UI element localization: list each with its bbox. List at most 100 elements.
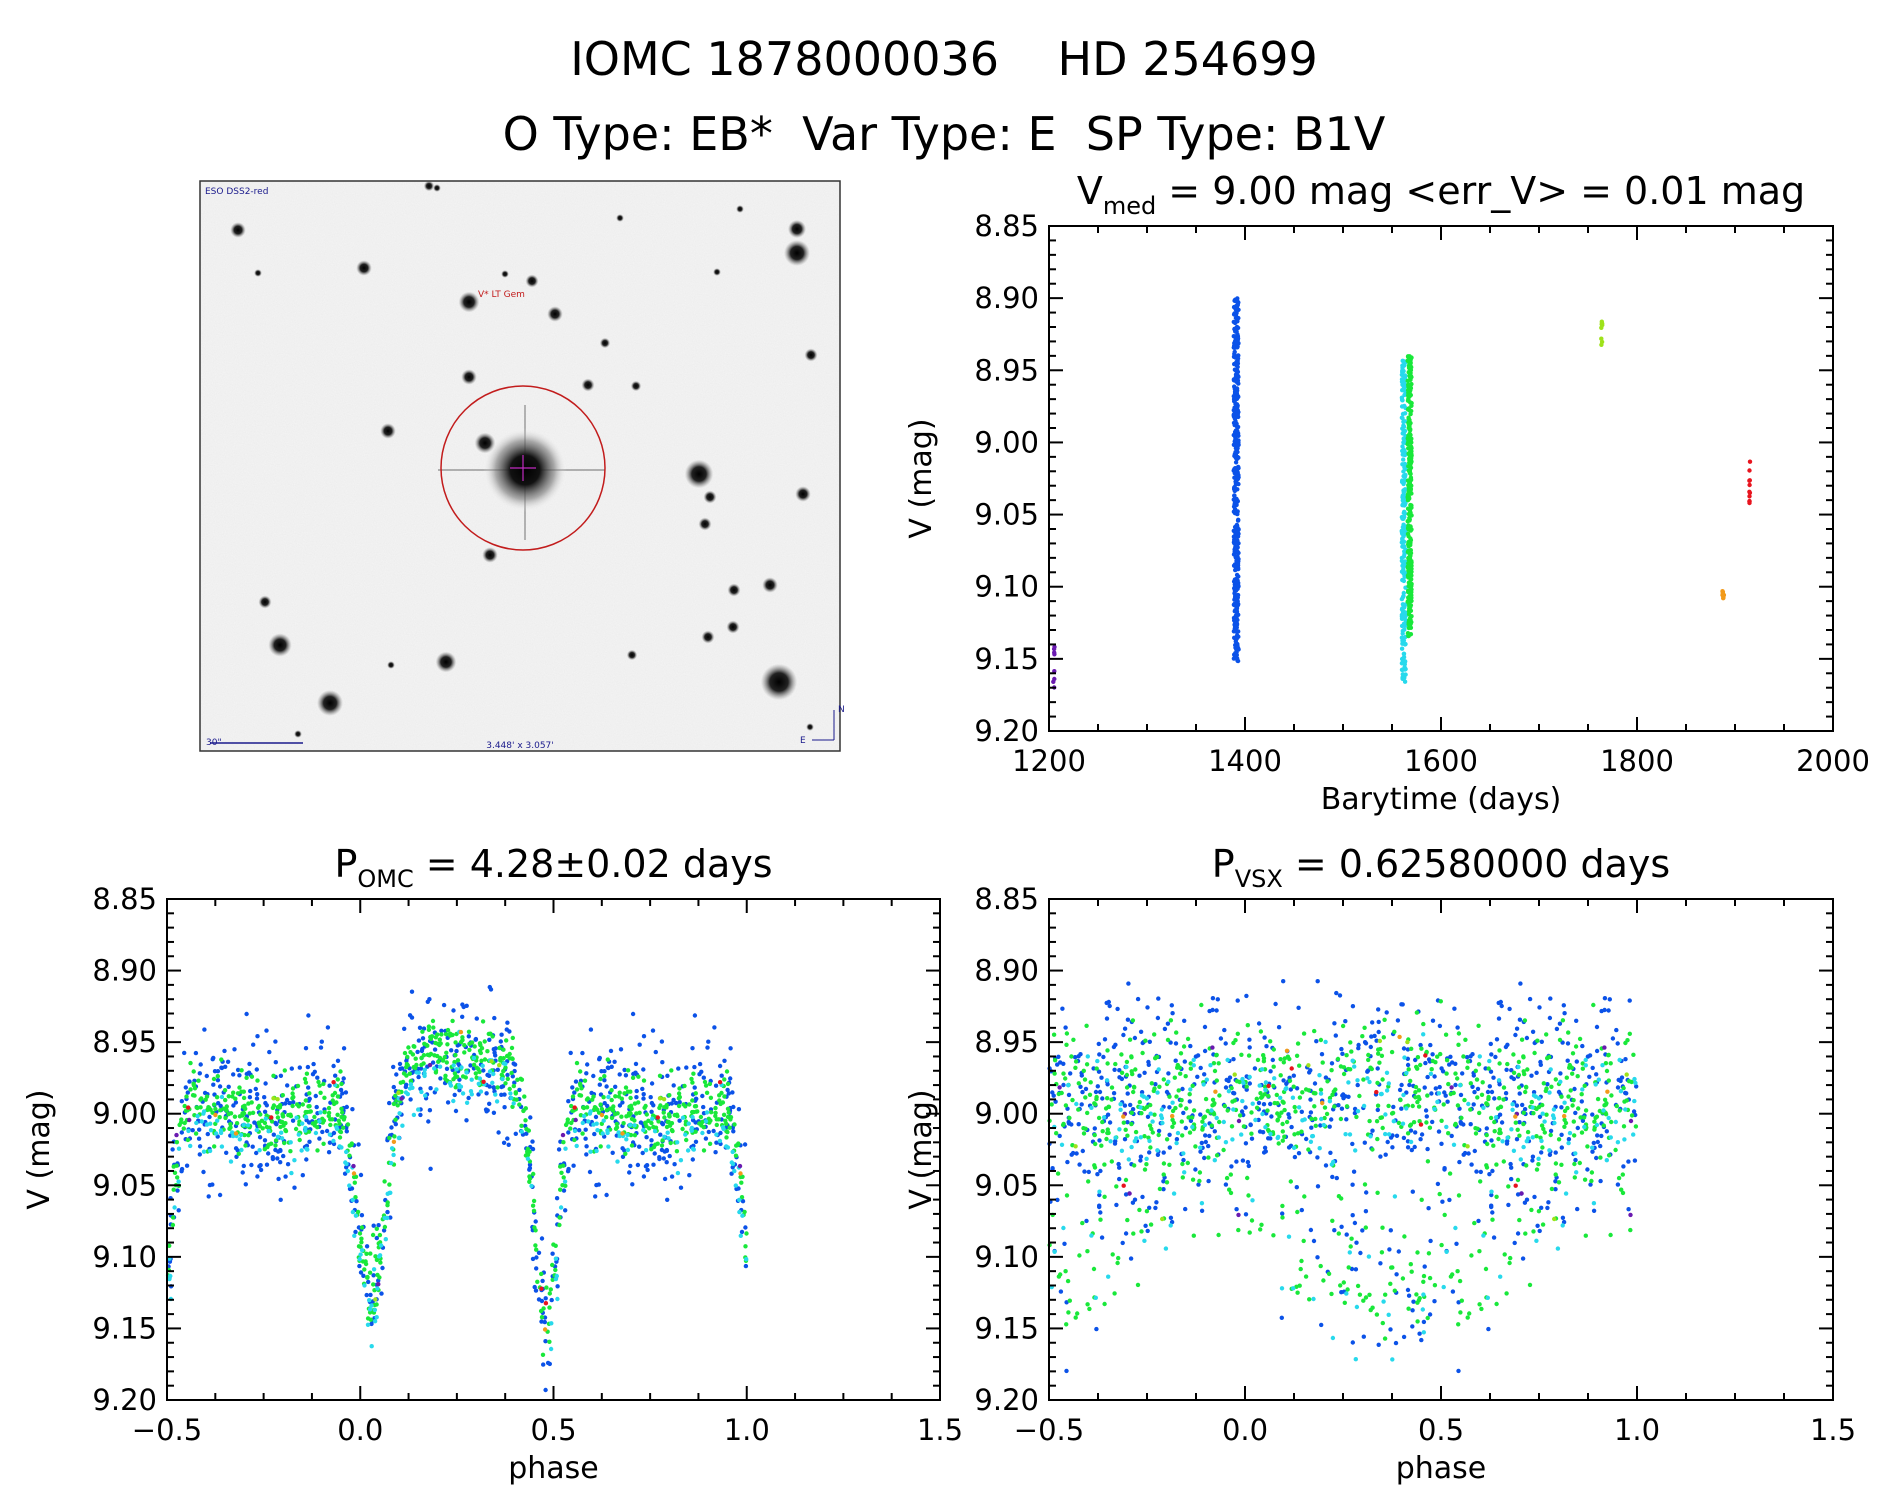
data-point	[661, 1156, 666, 1161]
data-point	[1594, 1072, 1599, 1077]
data-point	[428, 1051, 434, 1057]
data-point	[1535, 1223, 1540, 1229]
data-point	[536, 1297, 542, 1302]
data-point	[1201, 1082, 1206, 1087]
data-point	[1449, 1085, 1454, 1090]
data-point	[566, 1130, 571, 1135]
data-point	[1344, 1104, 1350, 1109]
data-point	[280, 1093, 285, 1098]
data-point	[1137, 1099, 1143, 1105]
data-point	[1178, 1103, 1183, 1108]
data-point	[728, 1076, 733, 1081]
data-point	[1233, 567, 1239, 572]
data-point	[1478, 1179, 1483, 1184]
data-point	[1167, 1094, 1172, 1099]
data-point	[1182, 1059, 1188, 1064]
data-point	[1240, 1158, 1246, 1163]
data-point	[1402, 403, 1407, 409]
data-point	[563, 1208, 568, 1213]
data-point	[1400, 444, 1405, 449]
data-point	[1589, 1170, 1595, 1175]
data-point	[1577, 1160, 1583, 1166]
data-point	[382, 1215, 387, 1221]
data-point	[1151, 1088, 1157, 1094]
data-point	[1408, 488, 1413, 493]
data-point	[1168, 1018, 1174, 1023]
data-point	[387, 1135, 392, 1141]
data-point	[549, 1321, 554, 1326]
data-point	[1448, 1274, 1454, 1279]
data-point	[313, 1130, 319, 1136]
data-point	[1306, 1088, 1312, 1093]
data-point	[430, 1060, 436, 1065]
data-point	[678, 1158, 684, 1163]
data-point	[539, 1319, 544, 1324]
data-point	[1542, 1119, 1547, 1124]
data-point	[707, 1141, 713, 1147]
data-point	[1355, 1109, 1361, 1114]
data-point	[1392, 1194, 1398, 1199]
field-star	[736, 205, 744, 213]
data-point	[1295, 1290, 1300, 1295]
data-point	[432, 1053, 437, 1058]
data-point	[1265, 1108, 1270, 1113]
data-point	[1249, 1136, 1255, 1141]
data-point	[191, 1083, 197, 1088]
data-point	[174, 1132, 179, 1138]
data-point	[1465, 1144, 1470, 1149]
data-point	[304, 1109, 310, 1115]
data-point	[1509, 1176, 1514, 1182]
data-point	[1170, 1011, 1175, 1016]
data-point	[1091, 1266, 1097, 1272]
data-point	[1386, 1312, 1391, 1318]
data-point	[1496, 1078, 1502, 1083]
data-point	[722, 1058, 727, 1064]
data-point	[1619, 1187, 1624, 1192]
data-point	[1536, 1156, 1541, 1162]
data-point	[396, 1090, 401, 1096]
data-point	[1350, 1004, 1356, 1009]
data-point	[258, 1112, 263, 1117]
data-point	[1416, 1094, 1421, 1100]
data-point	[1357, 1292, 1363, 1297]
data-point	[1425, 1146, 1430, 1152]
data-point	[1516, 1059, 1522, 1065]
data-point	[677, 1086, 682, 1091]
data-point	[1180, 1086, 1185, 1092]
data-point	[234, 1154, 239, 1160]
data-point	[1254, 1096, 1260, 1102]
data-point	[624, 1114, 629, 1119]
data-point	[1582, 1083, 1587, 1089]
data-point	[637, 1144, 642, 1149]
data-point	[1494, 1301, 1499, 1307]
field-star	[433, 184, 441, 192]
data-point	[397, 1061, 403, 1067]
data-point	[197, 1152, 202, 1157]
data-point	[1076, 1107, 1081, 1112]
data-point	[665, 1073, 670, 1079]
data-point	[623, 1151, 628, 1157]
data-point	[319, 1039, 324, 1044]
data-point	[530, 1146, 536, 1152]
data-point	[1132, 1035, 1138, 1041]
data-point	[1262, 1035, 1267, 1040]
data-point	[276, 1149, 281, 1154]
data-point	[1234, 558, 1239, 564]
data-point	[1124, 1072, 1130, 1078]
data-point	[687, 1102, 692, 1107]
data-point	[1520, 1102, 1525, 1108]
data-point	[609, 1097, 614, 1103]
data-point	[1198, 1145, 1203, 1150]
data-point	[1608, 1135, 1614, 1140]
data-point	[1507, 1260, 1512, 1266]
data-point	[325, 1025, 331, 1030]
data-point	[1437, 1023, 1443, 1029]
data-point	[1223, 1140, 1229, 1145]
data-point	[578, 1093, 584, 1098]
data-point	[536, 1250, 542, 1256]
data-point	[1367, 1118, 1372, 1124]
data-point	[510, 1074, 515, 1079]
data-point	[1222, 1103, 1228, 1109]
data-point	[1415, 1300, 1420, 1305]
data-point	[317, 1136, 322, 1141]
